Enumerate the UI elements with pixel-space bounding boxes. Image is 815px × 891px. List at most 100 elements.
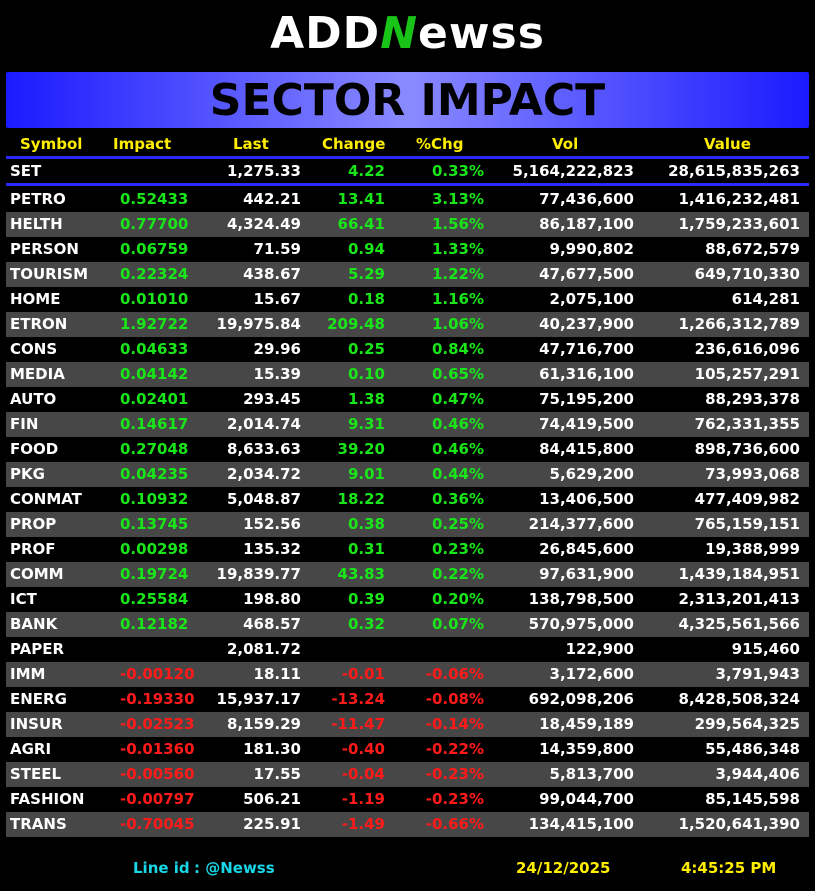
change: -1.49 [341, 815, 385, 833]
symbol: TOURISM [10, 265, 89, 283]
impact: -0.19330 [120, 690, 195, 708]
line-id: : @Newss [194, 859, 275, 877]
separator [6, 156, 809, 159]
value: 236,616,096 [694, 340, 800, 358]
symbol: ETRON [10, 315, 68, 333]
symbol: ICT [10, 590, 37, 608]
change: 4.22 [347, 162, 385, 180]
last: 1,275.33 [226, 162, 301, 180]
volume: 138,798,500 [528, 590, 634, 608]
volume: 84,415,800 [539, 440, 634, 458]
volume: 5,629,200 [549, 465, 634, 483]
pct-change: 0.25% [431, 515, 484, 533]
row-band [6, 262, 809, 287]
last: 18.11 [253, 665, 301, 683]
last: 15.39 [253, 365, 301, 383]
column-header: Impact [113, 135, 172, 153]
last: 135.32 [243, 540, 301, 558]
last: 468.57 [243, 615, 301, 633]
impact: -0.70045 [120, 815, 195, 833]
change: -1.19 [341, 790, 385, 808]
value: 105,257,291 [694, 365, 800, 383]
value: 73,993,068 [705, 465, 800, 483]
value: 2,313,201,413 [678, 590, 800, 608]
pct-change: 3.13% [431, 190, 484, 208]
value: 19,388,999 [705, 540, 800, 558]
pct-change: 0.23% [431, 540, 484, 558]
pct-change: -0.23% [425, 790, 484, 808]
symbol: PERSON [10, 240, 79, 258]
value: 1,520,641,390 [678, 815, 800, 833]
last: 4,324.49 [226, 215, 301, 233]
impact: -0.00560 [120, 765, 195, 783]
row-band [6, 212, 809, 237]
value: 88,293,378 [705, 390, 800, 408]
impact: 0.04633 [120, 340, 189, 358]
line-label: Line id [133, 859, 190, 877]
last: 15.67 [253, 290, 301, 308]
volume: 9,990,802 [549, 240, 634, 258]
last: 442.21 [243, 190, 301, 208]
pct-change: 0.07% [431, 615, 484, 633]
impact: 0.13745 [120, 515, 189, 533]
impact: 0.52433 [120, 190, 189, 208]
change: 0.31 [347, 540, 385, 558]
impact: 0.10932 [120, 490, 189, 508]
value: 1,416,232,481 [678, 190, 800, 208]
value: 477,409,982 [694, 490, 800, 508]
volume: 97,631,900 [539, 565, 634, 583]
value: 28,615,835,263 [668, 162, 800, 180]
change: 0.10 [347, 365, 385, 383]
value: 614,281 [731, 290, 800, 308]
last: 438.67 [243, 265, 301, 283]
value: 3,944,406 [715, 765, 800, 783]
pct-change: 1.33% [431, 240, 484, 258]
value: 898,736,600 [694, 440, 800, 458]
pct-change: 1.56% [431, 215, 484, 233]
symbol: COMM [10, 565, 64, 583]
change: 0.39 [347, 590, 385, 608]
pct-change: 0.22% [431, 565, 484, 583]
symbol: HELTH [10, 215, 63, 233]
volume: 122,900 [565, 640, 634, 658]
value: 85,145,598 [705, 790, 800, 808]
value: 915,460 [731, 640, 800, 658]
last: 181.30 [243, 740, 301, 758]
last: 2,014.74 [226, 415, 301, 433]
row-band [6, 412, 809, 437]
logo: ADDNewss [0, 8, 815, 59]
symbol: FOOD [10, 440, 59, 458]
column-header: %Chg [416, 135, 464, 153]
pct-change: 0.20% [431, 590, 484, 608]
last: 2,034.72 [226, 465, 301, 483]
impact: 0.27048 [120, 440, 189, 458]
banner: SECTOR IMPACT [6, 72, 809, 128]
volume: 2,075,100 [549, 290, 634, 308]
pct-change: 0.46% [431, 415, 484, 433]
last: 293.45 [243, 390, 301, 408]
volume: 75,195,200 [539, 390, 634, 408]
symbol: IMM [10, 665, 46, 683]
symbol: CONS [10, 340, 58, 358]
last: 17.55 [253, 765, 301, 783]
pct-change: 0.46% [431, 440, 484, 458]
impact: -0.00120 [120, 665, 195, 683]
volume: 40,237,900 [539, 315, 634, 333]
symbol: ENERG [10, 690, 67, 708]
symbol: SET [10, 162, 42, 180]
volume: 134,415,100 [528, 815, 634, 833]
volume: 13,406,500 [539, 490, 634, 508]
change: -0.40 [341, 740, 385, 758]
pct-change: -0.06% [425, 665, 484, 683]
symbol: PAPER [10, 640, 65, 658]
pct-change: 1.06% [431, 315, 484, 333]
volume: 570,975,000 [528, 615, 634, 633]
value: 299,564,325 [694, 715, 800, 733]
volume: 61,316,100 [539, 365, 634, 383]
symbol: HOME [10, 290, 61, 308]
last: 71.59 [253, 240, 301, 258]
impact: -0.00797 [120, 790, 195, 808]
column-header: Symbol [20, 135, 83, 153]
change: 0.18 [347, 290, 385, 308]
impact: 0.06759 [120, 240, 189, 258]
